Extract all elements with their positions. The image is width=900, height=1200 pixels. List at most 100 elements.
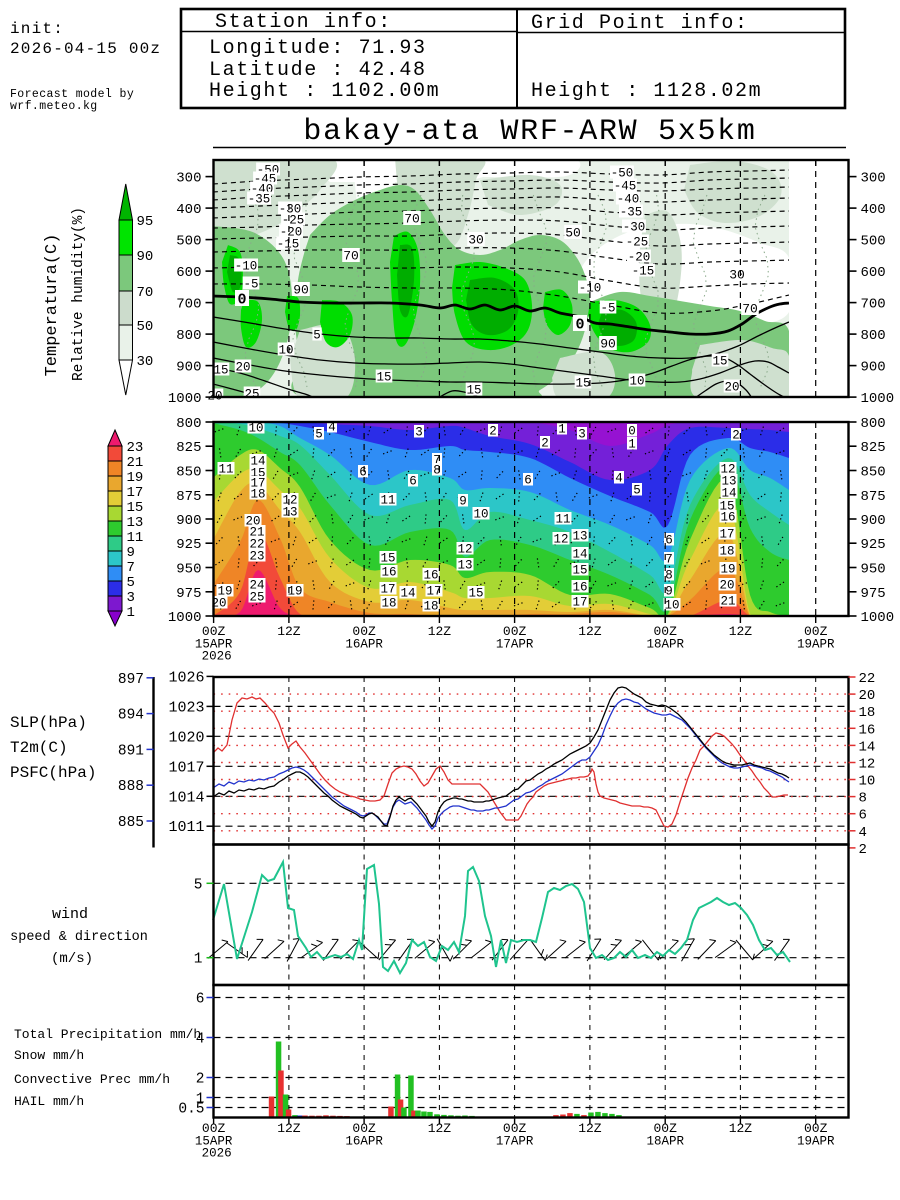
svg-text:15: 15 [466,384,481,398]
svg-text:30: 30 [137,354,154,370]
svg-text:30: 30 [468,233,484,248]
svg-text:Snow mm/h: Snow mm/h [14,1048,84,1063]
svg-text:18: 18 [719,545,734,559]
svg-text:900: 900 [861,513,886,529]
svg-text:1020: 1020 [168,729,204,746]
svg-text:Longitude: 71.93: Longitude: 71.93 [209,37,427,60]
svg-text:500: 500 [176,234,201,250]
svg-text:16: 16 [381,566,396,580]
svg-text:1000: 1000 [861,391,895,407]
svg-text:0: 0 [575,317,584,334]
svg-text:30: 30 [729,268,745,283]
svg-text:4: 4 [328,421,336,435]
svg-text:7: 7 [433,454,441,468]
svg-text:14: 14 [859,739,876,755]
svg-text:19: 19 [287,585,302,599]
svg-text:90: 90 [600,337,616,352]
svg-text:13: 13 [457,559,472,573]
svg-text:1: 1 [558,423,566,437]
svg-text:21: 21 [720,595,735,609]
svg-text:Relative humidity(%): Relative humidity(%) [71,207,87,381]
svg-text:6: 6 [359,466,367,480]
svg-text:2026: 2026 [202,1147,232,1161]
svg-text:9: 9 [665,585,673,599]
svg-text:19APR: 19APR [797,638,835,652]
svg-text:17: 17 [127,485,144,501]
svg-text:1: 1 [196,1092,205,1108]
svg-text:16APR: 16APR [345,638,383,652]
svg-text:2: 2 [541,437,549,451]
svg-text:00Z: 00Z [503,624,527,639]
svg-text:25: 25 [249,591,264,605]
svg-text:-30: -30 [623,221,646,235]
svg-text:825: 825 [176,440,201,456]
svg-text:16: 16 [720,511,735,525]
svg-text:00Z: 00Z [804,1121,828,1136]
svg-text:11: 11 [127,530,144,546]
svg-text:897: 897 [118,672,144,688]
svg-text:-35: -35 [248,193,271,207]
svg-text:12: 12 [553,533,568,547]
svg-text:15: 15 [468,587,483,601]
svg-text:00Z: 00Z [352,1121,376,1136]
svg-text:wrf.meteo.kg: wrf.meteo.kg [10,100,98,113]
svg-text:18: 18 [381,597,396,611]
svg-text:16: 16 [572,581,587,595]
svg-text:8: 8 [665,569,673,583]
svg-text:500: 500 [861,234,886,250]
svg-text:925: 925 [176,537,201,553]
svg-text:Station info:: Station info: [215,11,392,34]
svg-text:14: 14 [572,548,587,562]
svg-text:12: 12 [457,543,472,557]
svg-text:8: 8 [859,791,867,807]
svg-text:13: 13 [721,475,736,489]
svg-text:19: 19 [217,585,232,599]
svg-text:800: 800 [861,416,886,432]
svg-text:8: 8 [433,464,441,478]
svg-text:23: 23 [249,550,264,564]
svg-text:20: 20 [211,597,226,611]
svg-text:90: 90 [293,283,309,298]
svg-text:18: 18 [859,705,876,721]
svg-text:-25: -25 [626,236,649,250]
svg-text:-25: -25 [282,214,305,228]
svg-text:-40: -40 [617,193,640,207]
svg-text:885: 885 [118,815,144,831]
svg-text:3: 3 [578,428,586,442]
svg-text:-10: -10 [235,260,258,274]
svg-text:600: 600 [176,265,201,281]
svg-text:7: 7 [665,553,673,567]
svg-text:15: 15 [213,364,228,378]
svg-text:6: 6 [409,475,417,489]
svg-text:17: 17 [380,583,395,597]
svg-text:13: 13 [572,530,587,544]
svg-text:PSFC(hPa): PSFC(hPa) [10,764,96,782]
svg-text:900: 900 [176,513,201,529]
svg-text:11: 11 [555,513,570,527]
svg-text:14: 14 [400,587,415,601]
svg-text:17: 17 [426,585,441,599]
svg-text:00Z: 00Z [202,1121,226,1136]
svg-text:4: 4 [615,472,623,486]
svg-text:12Z: 12Z [729,624,753,639]
svg-text:21: 21 [249,526,264,540]
svg-text:17: 17 [719,528,734,542]
svg-text:9: 9 [127,545,135,561]
svg-text:20: 20 [724,381,739,395]
svg-text:12: 12 [859,757,876,773]
svg-text:12Z: 12Z [729,1121,753,1136]
svg-text:18APR: 18APR [646,1135,684,1149]
svg-text:600: 600 [861,265,886,281]
svg-text:0: 0 [628,425,636,439]
svg-text:3: 3 [415,426,423,440]
svg-text:1014: 1014 [168,789,204,806]
svg-text:14: 14 [721,487,736,501]
svg-text:90: 90 [137,249,154,265]
svg-text:975: 975 [176,586,201,602]
svg-text:950: 950 [176,562,201,578]
svg-text:bakay-ata WRF-ARW 5x5km: bakay-ata WRF-ARW 5x5km [303,115,756,149]
svg-text:00Z: 00Z [804,624,828,639]
svg-text:15APR: 15APR [195,1135,233,1149]
svg-text:-20: -20 [628,251,651,265]
svg-text:-45: -45 [614,180,637,194]
